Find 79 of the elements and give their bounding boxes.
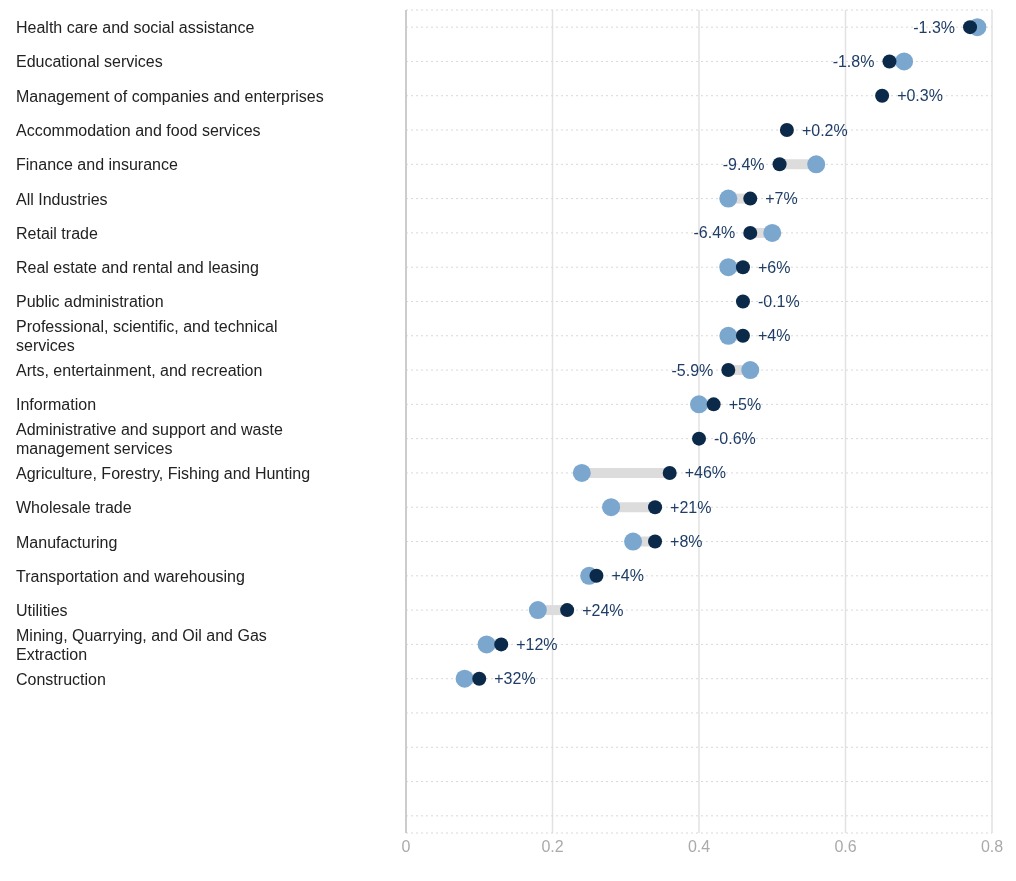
point (882, 54, 897, 69)
point (743, 191, 758, 206)
point (589, 568, 604, 583)
y-tick-label: Agriculture, Forestry, Fishing and Hunting (16, 464, 311, 482)
point (494, 637, 509, 652)
annotation: +0.3% (897, 87, 943, 105)
annotation: -0.6% (714, 430, 756, 448)
point (602, 498, 621, 517)
y-tick-label: Manufacturing (16, 533, 118, 551)
point (735, 328, 750, 343)
y-tick-label: Construction (16, 670, 106, 688)
point (472, 671, 487, 686)
y-tick-label: Utilities (16, 601, 68, 619)
point (719, 189, 738, 208)
y-tick-label: Administrative and support and waste management services (16, 420, 283, 457)
annotation: -1.8% (832, 52, 875, 70)
point (572, 463, 591, 482)
annotation: -9.4% (722, 155, 765, 173)
annotation: +24% (582, 601, 624, 619)
y-tick-label: Wholesale trade (16, 498, 132, 516)
point (743, 225, 758, 240)
point (706, 397, 721, 412)
point (692, 431, 706, 446)
point (648, 534, 663, 549)
x-tick-label: 0.2 (541, 838, 564, 856)
annotation: +6% (757, 258, 791, 276)
point (528, 601, 547, 620)
point (719, 258, 738, 277)
point (763, 223, 782, 242)
x-tick-label: 0 (401, 838, 411, 856)
point (741, 361, 760, 380)
point (721, 363, 736, 378)
point (648, 500, 663, 515)
y-tick-label: Transportation and warehousing (16, 567, 245, 585)
y-tick-label: Retail trade (16, 224, 98, 242)
y-tick-label: Arts, entertainment, and recreation (16, 361, 263, 379)
y-tick-label: Information (16, 395, 97, 413)
point (735, 260, 750, 275)
point (455, 669, 474, 688)
point (875, 88, 890, 103)
annotation: -1.3% (913, 18, 956, 36)
y-tick-label: Real estate and rental and leasing (16, 258, 259, 276)
annotation: +4% (611, 567, 644, 585)
point (963, 20, 978, 35)
annotation: +8% (670, 533, 703, 551)
annotation: +4% (757, 327, 791, 345)
point (895, 52, 914, 71)
y-tick-label: Accommodation and food services (16, 121, 261, 139)
point (662, 465, 677, 480)
y-tick-label: Professional, scientific, and technical services (16, 317, 278, 354)
annotation: -6.4% (693, 224, 736, 242)
annotation: +0.2% (801, 121, 848, 139)
point (779, 123, 794, 138)
point (772, 157, 787, 172)
point (807, 155, 826, 174)
annotation: +5% (728, 395, 762, 413)
point (477, 635, 496, 654)
y-tick-label: Finance and insurance (16, 155, 178, 173)
point (624, 532, 643, 551)
y-tick-label: All Industries (16, 190, 108, 208)
annotation: +32% (494, 670, 536, 688)
annotation: +46% (684, 464, 727, 482)
y-tick-label: Public administration (16, 292, 164, 310)
y-tick-label: Health care and social assistance (16, 18, 255, 36)
y-tick-label: Educational services (16, 52, 163, 70)
x-tick-label: 0.8 (980, 838, 1004, 856)
annotation: +7% (765, 190, 798, 208)
y-tick-label: Mining, Quarrying, and Oil and Gas Extraction (16, 626, 267, 663)
point (719, 326, 738, 345)
y-tick-label: Management of companies and enterprises (16, 87, 324, 105)
point (735, 294, 750, 309)
annotation: +12% (516, 635, 558, 653)
x-tick-label: 0.4 (687, 838, 711, 856)
annotation: -0.1% (757, 292, 800, 310)
annotation: +21% (670, 498, 712, 516)
x-tick-label: 0.6 (834, 838, 857, 856)
point (560, 603, 575, 618)
point (690, 395, 708, 414)
annotation: -5.9% (671, 361, 714, 379)
